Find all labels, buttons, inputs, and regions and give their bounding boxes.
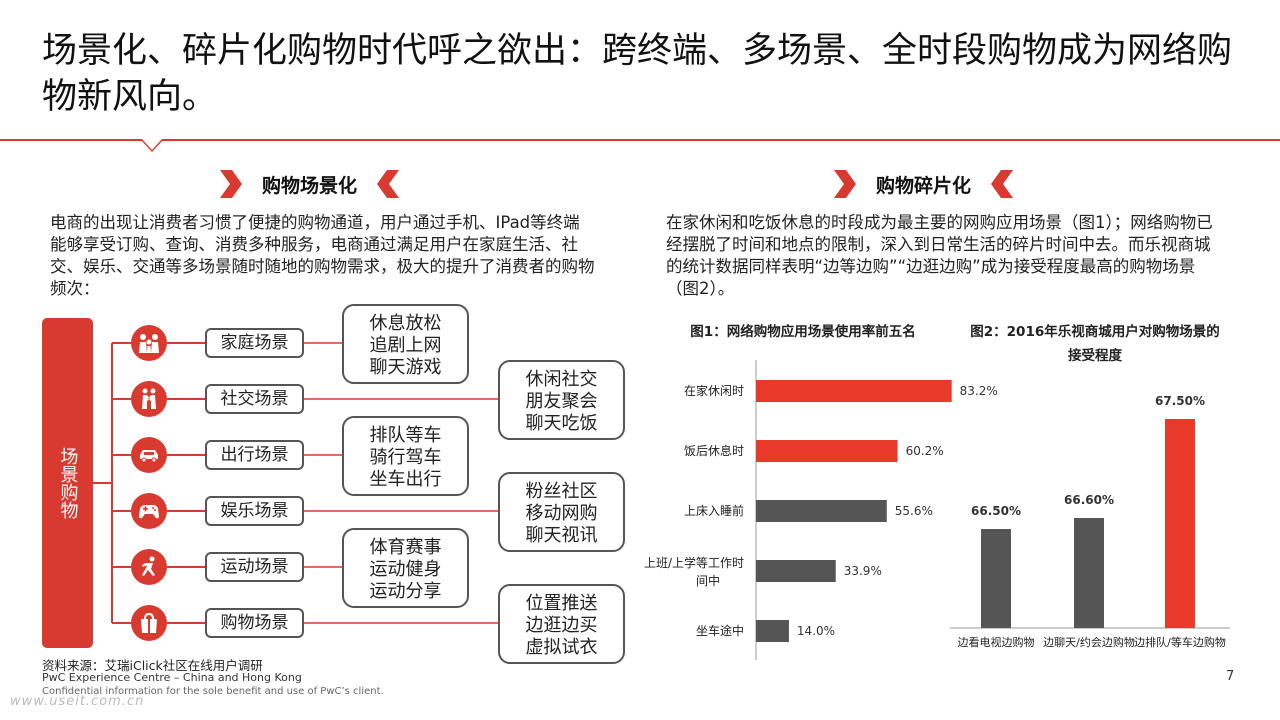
chart2-title: 图2：2016年乐视商城用户对购物场景的接受程度 bbox=[970, 324, 1220, 364]
gamepad-icon bbox=[131, 493, 167, 529]
runner-icon bbox=[131, 549, 167, 585]
chart2-value-label: 66.50% bbox=[971, 504, 1021, 518]
chart1-category-label: 坐车途中 bbox=[696, 623, 744, 638]
scene-shopping-root: 场景购物 bbox=[42, 318, 93, 648]
chart1-horizontal-bar: 83.2% 在家休闲时 60.2% 饭后休息时 55.6% 上床入睡前 33.9% 上班/上学… bbox=[644, 360, 998, 660]
page-number: 7 bbox=[1226, 669, 1235, 684]
scene-label-sports: 运动场景 bbox=[205, 552, 304, 582]
chart2-category-label: 边排队/等车边购物 bbox=[1134, 635, 1226, 649]
chart1-category-label: 上床入睡前 bbox=[684, 503, 744, 518]
chart2-category-label: 边看电视边购物 bbox=[958, 635, 1035, 649]
chart1-category-label: 在家休闲时 bbox=[684, 383, 744, 398]
left-section-title: 购物场景化 bbox=[262, 174, 358, 197]
family-icon bbox=[131, 325, 167, 361]
scene-detail-item: 骑行驾车 bbox=[369, 447, 442, 468]
scene-label-social: 社交场景 bbox=[205, 384, 304, 414]
right-section-heading: 购物碎片化 bbox=[832, 166, 1015, 202]
watermark: www.useit.com.cn bbox=[10, 694, 145, 709]
scene-detail-item: 运动健身 bbox=[369, 559, 442, 580]
left-paragraph: 电商的出现让消费者习惯了便捷的购物通道，用户通过手机、IPad等终端能够享受订购… bbox=[50, 213, 595, 298]
scene-detail-item: 朋友聚会 bbox=[525, 391, 598, 412]
chart1-title: 图1：网络购物应用场景使用率前五名 bbox=[690, 324, 916, 340]
chart2-value-label: 67.50% bbox=[1155, 394, 1205, 408]
scene-detail-item: 排队等车 bbox=[369, 425, 442, 446]
title-divider bbox=[0, 139, 1280, 141]
scene-detail-family: 休息放松 追剧上网 聊天游戏 bbox=[342, 304, 469, 384]
chart1-bar bbox=[756, 380, 952, 402]
chart1-category-label: 饭后休息时 bbox=[684, 443, 744, 458]
scene-detail-item: 边逛边买 bbox=[525, 615, 598, 636]
chart2-bar bbox=[1165, 419, 1195, 628]
scene-detail-item: 体育赛事 bbox=[369, 537, 442, 558]
scene-detail-entertainment: 粉丝社区 移动网购 聊天视讯 bbox=[498, 472, 625, 552]
chart1-value-label: 60.2% bbox=[906, 444, 944, 458]
chart1-bar bbox=[756, 620, 789, 642]
chart1-bar bbox=[756, 440, 898, 462]
car-icon bbox=[131, 437, 167, 473]
chart2-vertical-bar: 66.50% 边看电视边购物 66.60% 边聊天/约会边购物 67.50% 边排队/等车… bbox=[950, 394, 1230, 649]
chart2-value-label: 66.60% bbox=[1064, 493, 1114, 507]
scene-detail-item: 休闲社交 bbox=[525, 369, 598, 390]
chevron-left-icon bbox=[377, 170, 400, 198]
scene-detail-item: 运动分享 bbox=[369, 581, 442, 602]
scene-detail-item: 休息放松 bbox=[369, 313, 442, 334]
chart2-bar bbox=[981, 529, 1011, 628]
scene-detail-item: 聊天游戏 bbox=[369, 357, 442, 378]
scene-detail-sports: 体育赛事 运动健身 运动分享 bbox=[342, 528, 469, 608]
chart2-bar bbox=[1074, 518, 1104, 628]
scene-shopping-root-label: 场景购物 bbox=[57, 447, 79, 519]
chart1-value-label: 55.6% bbox=[895, 504, 933, 518]
chevron-right-icon bbox=[220, 170, 242, 198]
chart1-value-label: 33.9% bbox=[844, 564, 882, 578]
scene-label-shopping: 购物场景 bbox=[205, 608, 304, 638]
scene-detail-item: 追剧上网 bbox=[369, 335, 442, 356]
scene-detail-shopping: 位置推送 边逛边买 虚拟试衣 bbox=[498, 584, 625, 664]
page-title: 场景化、碎片化购物时代呼之欲出：跨终端、多场景、全时段购物成为网络购物新风向。 bbox=[42, 31, 1233, 117]
social-icon bbox=[131, 381, 167, 417]
chart1-bar bbox=[756, 500, 887, 522]
chart1-bar bbox=[756, 560, 836, 582]
chevron-right-icon bbox=[834, 170, 856, 198]
scene-detail-travel: 排队等车 骑行驾车 坐车出行 bbox=[342, 416, 469, 496]
scene-label-family: 家庭场景 bbox=[205, 328, 304, 358]
left-section-heading: 购物场景化 bbox=[218, 166, 401, 202]
scene-label-entertainment: 娱乐场景 bbox=[205, 496, 304, 526]
scene-detail-item: 粉丝社区 bbox=[525, 481, 598, 502]
right-section-title: 购物碎片化 bbox=[876, 174, 972, 197]
scene-detail-social: 休闲社交 朋友聚会 聊天吃饭 bbox=[498, 360, 625, 440]
chart1-category-label: 上班/上学等工作时间中 bbox=[644, 555, 744, 588]
chart2-category-label: 边聊天/约会边购物 bbox=[1043, 635, 1135, 649]
scene-detail-item: 移动网购 bbox=[525, 503, 598, 524]
org-note: PwC Experience Centre – China and Hong K… bbox=[42, 671, 302, 684]
scene-detail-item: 虚拟试衣 bbox=[525, 637, 598, 658]
chart1-value-label: 83.2% bbox=[960, 384, 998, 398]
right-paragraph: 在家休闲和吃饭休息的时段成为最主要的网购应用场景（图1）；网络购物已经摆脱了时间… bbox=[666, 213, 1213, 298]
scene-detail-item: 聊天吃饭 bbox=[525, 413, 598, 434]
scene-detail-item: 聊天视讯 bbox=[525, 525, 598, 546]
confidential-note: Confidential information for the sole be… bbox=[42, 686, 384, 697]
scene-detail-item: 位置推送 bbox=[525, 593, 598, 614]
scene-label-travel: 出行场景 bbox=[205, 440, 304, 470]
chevron-left-icon bbox=[991, 170, 1014, 198]
chart1-value-label: 14.0% bbox=[797, 624, 835, 638]
scene-detail-item: 坐车出行 bbox=[369, 469, 442, 490]
source-note: 资料来源：艾瑞iClick社区在线用户调研 bbox=[42, 658, 263, 673]
shopping-bag-icon bbox=[131, 605, 167, 641]
